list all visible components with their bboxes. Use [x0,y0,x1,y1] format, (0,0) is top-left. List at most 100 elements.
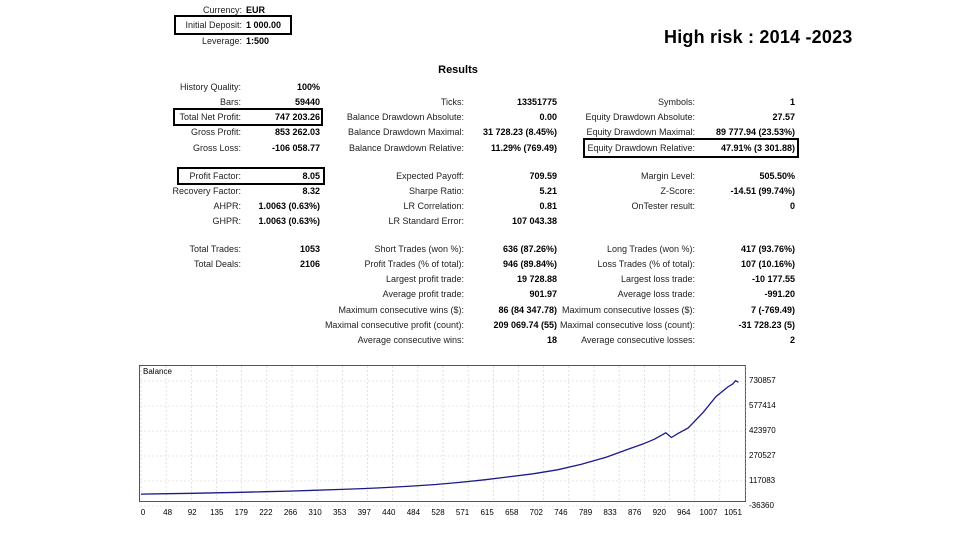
stat-label: Recovery Factor: [172,186,241,196]
stat-label: Z-Score: [660,186,695,196]
x-tick-label: 135 [210,508,224,517]
stat-label: GHPR: [212,216,241,226]
stat-label: Total Trades: [189,244,241,254]
stat-label: Maximal consecutive loss (count): [559,320,695,330]
stat-label: Maximal consecutive profit (count): [324,320,464,330]
stat-value: 0.81 [539,201,557,211]
stat-label: Equity Drawdown Absolute: [585,112,695,122]
stat-value: 100% [296,82,320,92]
stat-value: 27.57 [772,112,795,122]
stat-value: 747 203.26 [274,112,320,122]
stat-value: 86 (84 347.78) [498,305,557,315]
stat-label: Balance Drawdown Absolute: [346,112,464,122]
x-tick-label: 1007 [699,508,718,517]
stat-value: 11.29% (769.49) [490,143,557,153]
stat-label: LR Correlation: [403,201,464,211]
y-tick-label: 270527 [749,451,776,460]
x-tick-label: 222 [259,508,273,517]
stat-label: Gross Profit: [190,127,241,137]
x-tick-label: 920 [652,508,666,517]
x-tick-label: 528 [431,508,445,517]
stat-label: History Quality: [179,82,241,92]
x-tick-label: 484 [406,508,421,517]
stat-label: Ticks: [440,97,464,107]
stat-label: Sharpe Ratio: [408,186,464,196]
stat-label: Leverage: [201,36,242,46]
x-tick-label: 1051 [724,508,742,517]
stat-label: Average profit trade: [382,289,464,299]
stat-label: Balance Drawdown Relative: [348,143,464,153]
stat-label: Loss Trades (% of total): [597,259,695,269]
stat-value: 2106 [299,259,320,269]
stat-value: -991.20 [764,289,795,299]
stat-value: 31 728.23 (8.45%) [482,127,557,137]
stat-value: -14.51 (99.74%) [730,186,795,196]
balance-line [140,379,739,495]
stat-value: 505.50% [759,171,795,181]
stat-value: 107 (10.16%) [740,259,795,269]
stat-label: Largest loss trade: [620,274,695,284]
stat-value: 0 [789,201,795,211]
stat-value: -106 058.77 [271,143,320,153]
stat-label: Expected Payoff: [396,171,464,181]
stat-label: Maximum consecutive losses ($): [561,305,695,315]
stat-label: Margin Level: [640,171,695,181]
y-tick-label: 577414 [749,401,776,410]
stat-value: 1053 [299,244,320,254]
stat-label: Largest profit trade: [385,274,464,284]
x-tick-label: 48 [163,508,173,517]
stat-value: 59440 [294,97,320,107]
stat-value: 8.05 [302,171,320,181]
x-tick-label: 179 [234,508,249,517]
y-tick-label: 423970 [749,426,776,435]
stat-value: 2 [789,335,795,345]
stat-label: Currency: [202,5,242,15]
stat-value: 5.21 [539,186,557,196]
stat-label: OnTester result: [631,201,695,211]
stat-label: Initial Deposit: [185,20,242,30]
stat-label: Equity Drawdown Relative: [587,143,695,153]
stat-label: Bars: [219,97,241,107]
x-tick-label: 833 [603,508,617,517]
stat-value: 1.0063 (0.63%) [258,201,320,211]
stat-value: 1.0063 (0.63%) [258,216,320,226]
x-tick-label: 397 [357,508,371,517]
x-tick-label: 964 [677,508,691,517]
stat-value: 13351775 [516,97,557,107]
stat-label: Average consecutive losses: [581,335,695,345]
x-tick-label: 658 [505,508,519,517]
stat-label: LR Standard Error: [388,216,464,226]
stat-label: Equity Drawdown Maximal: [586,127,695,137]
x-tick-label: 310 [308,508,322,517]
stat-value: 7 (-769.49) [750,305,795,315]
stat-label: AHPR: [213,201,241,211]
highlight-equity-drawdown-relative [583,138,799,158]
stat-label: Average loss trade: [617,289,695,299]
x-tick-label: 876 [627,508,642,517]
stat-value: -10 177.55 [751,274,795,284]
x-tick-label: 789 [578,508,593,517]
stat-label: Long Trades (won %): [606,244,695,254]
stat-value: 209 069.74 (55) [493,320,557,330]
stat-value: 709.59 [529,171,557,181]
x-tick-label: 702 [529,508,544,517]
highlight-initial-deposit [174,15,292,35]
stat-value: 0.00 [539,112,557,122]
stat-value: 1:500 [246,36,270,46]
stat-label: Total Deals: [193,259,241,269]
x-tick-label: 440 [382,508,396,517]
balance-chart [139,365,746,502]
y-tick-label: -36360 [749,501,774,510]
x-tick-label: 92 [187,508,197,517]
stat-label: Short Trades (won %): [374,244,464,254]
x-tick-label: 266 [283,508,298,517]
stat-value: 417 (93.76%) [740,244,795,254]
stat-value: 89 777.94 (23.53%) [715,127,795,137]
stat-value: 18 [546,335,557,345]
results-heading: Results [438,64,478,76]
chart-title: Balance [143,367,172,376]
stat-value: 19 728.88 [516,274,557,284]
stat-value: 8.32 [302,186,320,196]
highlight-profit-factor [177,167,325,185]
